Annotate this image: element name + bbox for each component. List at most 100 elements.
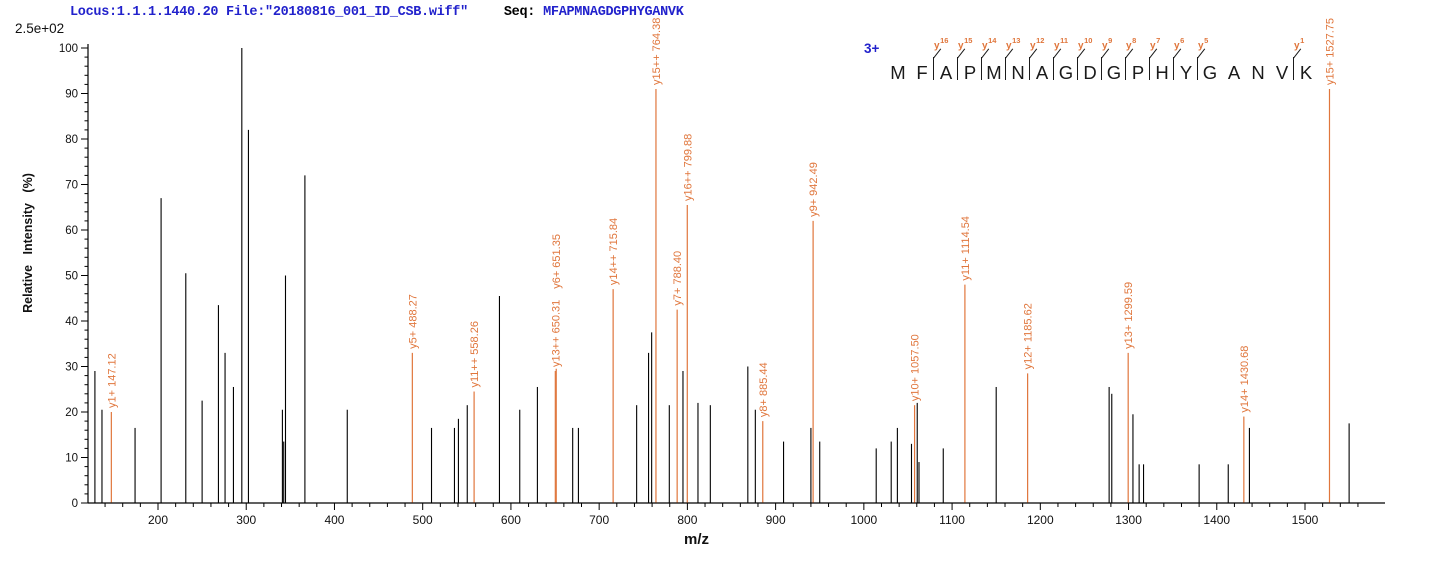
fragment-mark-vertical <box>1197 57 1198 80</box>
residue-cell: F <box>910 40 934 86</box>
x-tick-label: 1300 <box>1115 513 1142 527</box>
y-tick-label: 60 <box>65 225 78 237</box>
fragment-mark-vertical <box>1101 57 1102 80</box>
peak-annotation-label: y9+ 942.49 <box>808 162 820 217</box>
y-ion-label: y14 <box>982 36 997 52</box>
y-tick-label: 90 <box>65 89 78 101</box>
locus-file-label: Locus:1.1.1.1440.20 File:"20180816_001_I… <box>70 5 468 20</box>
residue-letter: Y <box>1179 62 1193 83</box>
fragment-mark-vertical <box>1293 57 1294 80</box>
peak-annotation-label: y15+ 1527.75 <box>1324 18 1336 85</box>
x-tick-label: 600 <box>501 513 521 527</box>
x-tick-label: 300 <box>236 513 256 527</box>
residue-cell: V <box>1270 40 1294 86</box>
fragment-mark-vertical <box>957 57 958 80</box>
y-tick-label: 40 <box>65 316 78 328</box>
fragment-mark-vertical <box>1173 57 1174 80</box>
y-ion-label: y5 <box>1198 36 1209 52</box>
y-ion-label: y1 <box>1294 36 1305 52</box>
residue-cell: N <box>1246 40 1270 86</box>
fragment-mark-vertical <box>981 57 982 80</box>
y-ion-label: y15 <box>958 36 973 52</box>
precursor-charge: 3+ <box>864 41 880 56</box>
peak-annotation-label: y5+ 488.27 <box>407 294 419 349</box>
y-ion-label: y6 <box>1174 36 1185 52</box>
residue-letter: H <box>1155 62 1169 83</box>
residue-cell: M <box>886 40 910 86</box>
y-tick-label: 10 <box>65 453 78 465</box>
peak-annotation-label: y12+ 1185.62 <box>1023 303 1035 369</box>
residue-letter: V <box>1275 62 1289 83</box>
y-ion-label: y10 <box>1078 36 1093 52</box>
x-tick-label: 1000 <box>850 513 877 527</box>
y-ion-label: y12 <box>1030 36 1045 52</box>
y-tick-label: 70 <box>65 180 78 192</box>
peak-annotation-label: y16++ 799.88 <box>682 134 694 201</box>
peak-annotation-label: y10+ 1057.50 <box>910 334 922 401</box>
fragment-mark-vertical <box>933 57 934 80</box>
x-tick-label: 1500 <box>1292 513 1319 527</box>
y-ion-label: y7 <box>1150 36 1161 52</box>
x-tick-label: 1400 <box>1203 513 1230 527</box>
header-bar: Locus:1.1.1.1440.20 File:"20180816_001_I… <box>70 5 684 20</box>
peak-annotation-label: y11+ 1114.54 <box>960 216 972 281</box>
intensity-scale-label: 2.5e+02 <box>15 21 65 36</box>
peak-annotation-label: y13++ 650.31 <box>550 300 562 367</box>
x-tick-label: 1100 <box>939 513 965 527</box>
y-ion-label: y8 <box>1126 36 1137 52</box>
x-tick-label: 700 <box>589 513 609 527</box>
peak-annotation-label: y15++ 764.38 <box>651 18 663 85</box>
fragment-mark-vertical <box>1125 57 1126 80</box>
residue-letter: N <box>1251 62 1265 83</box>
fragment-mark-vertical <box>1029 57 1030 80</box>
residue-letter: A <box>939 62 953 83</box>
x-tick-label: 200 <box>148 513 168 527</box>
residue-letter: G <box>1058 62 1074 83</box>
residue-letter: G <box>1106 62 1122 83</box>
y-tick-label: 0 <box>72 498 78 510</box>
residue-letter: D <box>1083 62 1097 83</box>
peak-annotation-label: y7+ 788.40 <box>672 251 684 306</box>
peak-annotation-label: y13+ 1299.59 <box>1123 282 1135 349</box>
residue-letter: P <box>1131 62 1145 83</box>
residue-letter: M <box>986 62 1002 83</box>
seq-prefix-label: Seq: <box>503 5 536 20</box>
residue-cell: A <box>1222 40 1246 86</box>
residue-letter: G <box>1202 62 1218 83</box>
y-ion-label: y11 <box>1054 36 1068 52</box>
sequence-text: MFAPMNAGDGPHYGANVK <box>543 5 684 20</box>
residue-letter: N <box>1011 62 1025 83</box>
y-tick-label: 50 <box>65 271 78 283</box>
x-tick-label: 800 <box>677 513 697 527</box>
x-tick-label: 900 <box>766 513 786 527</box>
fragment-mark-vertical <box>1077 57 1078 80</box>
y-ion-label: y13 <box>1006 36 1021 52</box>
x-tick-label: 400 <box>324 513 344 527</box>
x-tick-label: 1200 <box>1027 513 1054 527</box>
peak-annotation-label: y6+ 651.35 <box>551 234 563 289</box>
y-tick-label: 100 <box>59 43 78 55</box>
peak-annotation-label: y14+ 1430.68 <box>1239 346 1251 413</box>
fragment-mark-vertical <box>1005 57 1006 80</box>
peak-annotation-label: y14++ 715.84 <box>608 218 620 285</box>
y-tick-label: 30 <box>65 362 78 374</box>
y-tick-label: 20 <box>65 407 78 419</box>
fragment-mark-vertical <box>1053 57 1054 80</box>
y-ion-label: y16 <box>934 36 949 52</box>
x-tick-label: 500 <box>413 513 433 527</box>
